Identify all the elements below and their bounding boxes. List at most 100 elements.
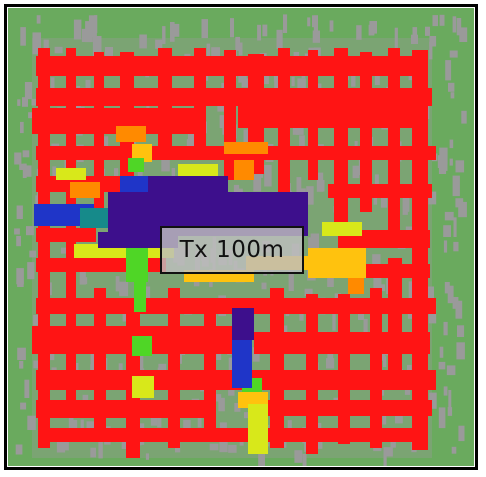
building-block xyxy=(211,47,220,63)
orange-signal-cell xyxy=(116,126,146,142)
building-block xyxy=(22,150,30,158)
weak-signal-street xyxy=(94,52,104,222)
building-block xyxy=(287,420,292,436)
building-block xyxy=(425,26,430,36)
building-block xyxy=(444,211,454,221)
orange-signal-cell xyxy=(234,160,254,180)
building-block xyxy=(452,175,460,197)
building-block xyxy=(24,379,30,398)
building-block xyxy=(316,172,324,192)
building-block xyxy=(238,72,247,83)
weak-signal-street xyxy=(204,308,216,438)
building-block xyxy=(453,241,459,252)
building-block xyxy=(15,444,23,455)
yellow-signal-cell xyxy=(322,222,362,236)
building-block xyxy=(429,36,437,47)
orange-signal-cell xyxy=(224,142,268,154)
building-block xyxy=(139,34,147,49)
building-block xyxy=(115,276,120,292)
building-block xyxy=(394,27,398,49)
building-block xyxy=(352,165,360,179)
building-block xyxy=(402,196,408,215)
building-block xyxy=(238,42,243,56)
building-block xyxy=(36,15,41,24)
building-block xyxy=(68,416,74,436)
building-block xyxy=(20,27,26,46)
building-block xyxy=(52,166,57,184)
building-block xyxy=(449,158,453,166)
building-block xyxy=(143,286,151,301)
building-block xyxy=(257,24,261,41)
building-block xyxy=(24,82,33,100)
building-block xyxy=(162,26,166,44)
building-block xyxy=(448,390,452,410)
building-block xyxy=(85,79,91,90)
building-block xyxy=(150,413,158,426)
strongest-signal-cell xyxy=(232,308,254,340)
green-signal-cell xyxy=(134,282,146,312)
weak-signal-street xyxy=(360,52,372,212)
weak-signal-street xyxy=(370,288,382,448)
building-block xyxy=(241,78,250,88)
street-coverage-layer xyxy=(32,48,436,458)
building-block xyxy=(307,17,311,27)
building-block xyxy=(432,15,438,27)
building-block xyxy=(20,402,27,410)
building-block xyxy=(14,228,20,235)
building-block xyxy=(94,15,98,34)
building-block xyxy=(443,225,451,237)
yellow-signal-cell xyxy=(56,168,86,180)
building-block xyxy=(16,235,21,247)
building-block xyxy=(262,24,268,37)
building-block xyxy=(439,14,445,26)
building-block xyxy=(456,342,465,360)
building-block xyxy=(291,76,295,87)
building-block xyxy=(261,282,267,290)
weak-signal-street xyxy=(388,258,402,378)
building-block xyxy=(145,453,149,460)
building-block xyxy=(426,286,434,304)
building-block xyxy=(385,447,393,457)
building-block xyxy=(187,123,193,145)
building-block xyxy=(449,50,458,58)
building-block xyxy=(455,160,465,173)
building-block xyxy=(329,20,334,32)
building-block xyxy=(16,205,23,219)
building-block xyxy=(105,47,113,63)
building-block xyxy=(373,195,378,205)
building-block xyxy=(383,447,387,466)
building-block xyxy=(60,247,70,254)
building-block xyxy=(98,437,103,459)
building-block xyxy=(320,180,325,192)
building-block xyxy=(386,278,390,294)
building-block xyxy=(19,360,24,369)
building-block xyxy=(443,386,448,396)
building-block xyxy=(293,52,299,60)
building-block xyxy=(27,262,35,280)
building-block xyxy=(119,281,129,297)
building-block xyxy=(206,43,211,65)
building-block xyxy=(90,447,96,458)
building-block xyxy=(230,18,234,38)
blue-signal-cell xyxy=(232,338,252,388)
building-block xyxy=(405,194,410,212)
building-block xyxy=(283,14,288,33)
building-block xyxy=(459,27,468,42)
building-block xyxy=(22,97,28,107)
building-block xyxy=(201,19,208,39)
building-block xyxy=(407,364,412,374)
building-block xyxy=(296,177,302,199)
weak-signal-street xyxy=(194,48,206,158)
building-block xyxy=(26,226,34,236)
weak-signal-street xyxy=(158,48,172,148)
weak-signal-street xyxy=(38,48,50,448)
building-block xyxy=(373,271,382,291)
yellow-signal-cell xyxy=(248,404,268,454)
building-block xyxy=(193,279,200,287)
building-block xyxy=(280,325,288,333)
building-block xyxy=(17,277,24,287)
building-block xyxy=(19,163,27,170)
building-block xyxy=(445,60,452,81)
building-block xyxy=(243,129,252,147)
blue-signal-cell xyxy=(34,204,94,226)
